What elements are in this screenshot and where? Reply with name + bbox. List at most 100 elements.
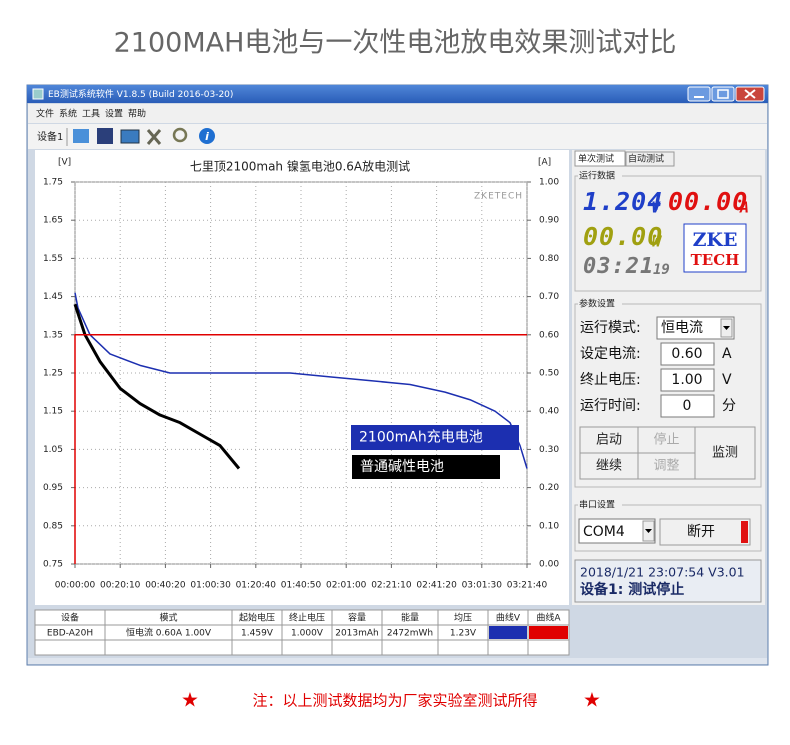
power-unit: W (652, 233, 663, 251)
group-label: 运行数据 (579, 170, 615, 182)
table-cell: 2013mAh (335, 629, 379, 639)
current-display: 00.00 (668, 187, 748, 216)
x-tick-label: 01:20:40 (236, 581, 277, 591)
param-input[interactable] (660, 342, 715, 366)
x-tick-label: 00:00:00 (55, 581, 96, 591)
chart-icon[interactable] (120, 129, 140, 144)
legend-box (352, 455, 500, 479)
table-cell: 恒电流 0.60A 1.00V (126, 627, 212, 639)
footer-star: ★ (181, 688, 199, 712)
port-value: COM4 (583, 524, 625, 540)
footer-star: ★ (583, 688, 601, 712)
y-tick-label: 1.45 (43, 292, 63, 302)
open-icon[interactable] (73, 129, 89, 143)
power-display: 00.00 (583, 222, 663, 251)
search-icon[interactable] (172, 127, 188, 143)
x-tick-label: 00:20:10 (100, 581, 141, 591)
tools-icon[interactable] (146, 129, 162, 145)
button-label: 启动 (596, 433, 622, 448)
menu: 文件 系统 工具 设置 帮助 (36, 108, 146, 120)
param-input[interactable] (660, 394, 715, 418)
y2-tick-label: 0.50 (539, 369, 559, 379)
y-tick-label: 0.75 (43, 560, 63, 570)
group-label-bg (578, 298, 622, 310)
table-header: 曲线A (536, 612, 561, 624)
time-display: 03:21 (583, 254, 654, 279)
y-tick-label: 1.15 (43, 407, 63, 417)
param-unit: A (722, 346, 732, 362)
group-label: 串口设置 (579, 500, 615, 511)
menu-item[interactable]: 系统 (59, 108, 77, 120)
y2-tick-label: 0.10 (539, 521, 559, 531)
y-tick-label: 1.55 (43, 254, 63, 264)
param-unit: V (722, 372, 732, 388)
menu-item[interactable]: 设置 (105, 109, 123, 120)
tab-label: 单次测试 (578, 153, 614, 165)
y2-tick-label: 0.90 (539, 216, 559, 226)
menu-item[interactable]: 工具 (82, 109, 100, 120)
scrollbar (28, 658, 767, 664)
x-tick-label: 02:01:00 (326, 581, 367, 591)
info-glyph: i (205, 130, 209, 143)
table-header: 模式 (159, 612, 177, 624)
legend-label: 普通碱性电池 (360, 459, 444, 475)
table-cell: EBD-A20H (47, 629, 93, 639)
param-value: 0 (683, 398, 692, 414)
menu-item[interactable]: 帮助 (128, 108, 146, 120)
param-value: 0.60 (671, 346, 702, 362)
app-icon (32, 88, 44, 100)
legend-box (351, 425, 519, 450)
run-group (574, 175, 762, 292)
x-tick-label: 01:00:30 (190, 581, 231, 591)
action-button[interactable] (579, 452, 639, 480)
x-tick-label: 01:40:50 (281, 581, 322, 591)
action-button[interactable] (694, 426, 756, 480)
curve-a-color (529, 626, 568, 639)
param-label: 设定电流: (580, 346, 641, 362)
param-input[interactable] (660, 368, 715, 392)
y-tick-label: 1.25 (43, 369, 63, 379)
chart-title: 七里顶2100mah 镍氢电池0.6A放电测试 (190, 159, 410, 174)
info-icon[interactable] (199, 128, 215, 144)
y2-tick-label: 0.70 (539, 292, 559, 302)
y-tick-label: 1.05 (43, 445, 63, 455)
legend-label: 2100mAh充电电池 (359, 430, 483, 446)
table-header: 曲线V (496, 612, 521, 624)
tab-single[interactable] (574, 150, 626, 167)
tab-label: 自动测试 (628, 153, 664, 165)
mode-select[interactable] (656, 316, 735, 340)
chart: 1.75 1.65 1.55 1.45 1.35 1.25 1.15 1.05 0.95 0.85… (43, 178, 559, 591)
group-label: 参数设置 (579, 298, 615, 310)
action-button[interactable] (637, 452, 696, 480)
tab-auto[interactable] (625, 151, 675, 167)
result-table (34, 609, 570, 656)
x-tick-label: 00:40:20 (145, 581, 186, 591)
table-header: 均压 (454, 612, 472, 624)
series-line (74, 334, 527, 564)
table-cell: 1.459V (241, 629, 274, 639)
disconnect-button[interactable] (659, 518, 751, 546)
series-line (73, 303, 241, 470)
maximize-glyph (717, 89, 729, 99)
y2-tick-label: 1.00 (539, 178, 559, 188)
table: 设备 模式 起始电压 终止电压 容量 能量 均压 曲线V 曲线A EBD-A20H 恒电流 0.60… (35, 610, 569, 655)
save-icon[interactable] (97, 128, 113, 144)
y2-tick-label: 0.60 (539, 330, 559, 340)
device-label: 设备1 (37, 130, 63, 143)
y2-tick-label: 0.20 (539, 483, 559, 493)
port-group (574, 504, 762, 552)
disconnect-label: 断开 (687, 524, 715, 540)
port-select[interactable] (578, 518, 656, 544)
x-tick-label: 02:21:10 (371, 581, 412, 591)
action-button[interactable] (579, 426, 639, 454)
menu-item[interactable]: 文件 (36, 108, 54, 120)
disconnect-indicator (741, 521, 748, 543)
minimize-button[interactable] (687, 86, 711, 102)
logo-top: ZKE (693, 229, 738, 251)
title-bar (27, 85, 768, 103)
maximize-button[interactable] (711, 86, 735, 102)
button-label: 调整 (653, 459, 679, 474)
x-tick-label: 02:41:20 (416, 581, 457, 591)
button-label: 继续 (596, 459, 622, 474)
